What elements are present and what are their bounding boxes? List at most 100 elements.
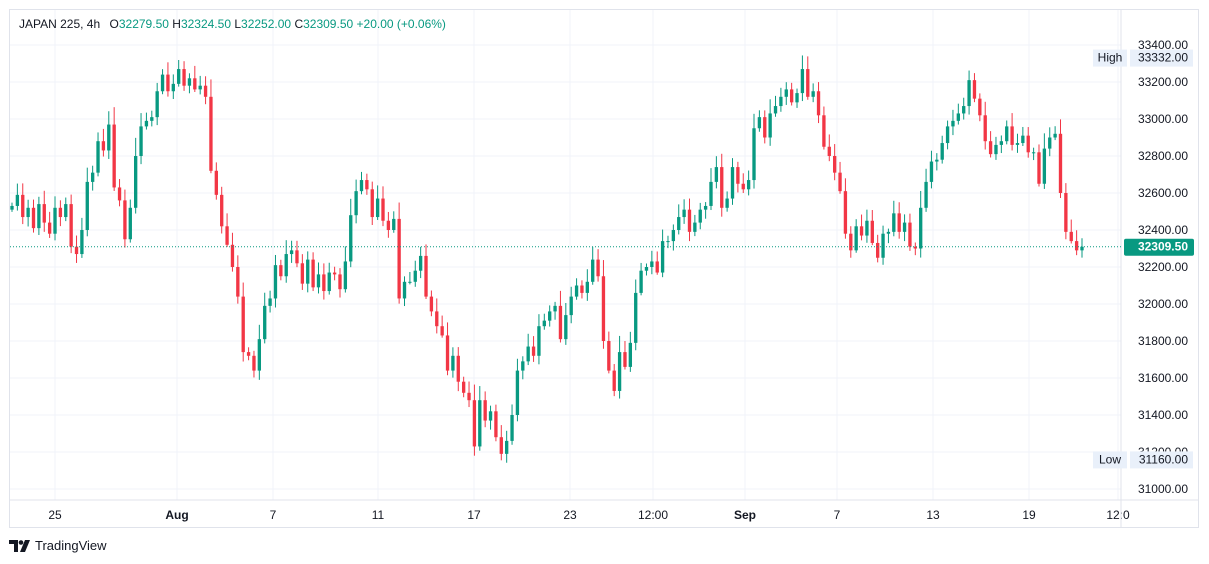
candle-body[interactable] (811, 91, 815, 97)
candle-body[interactable] (1021, 135, 1025, 144)
candle-body[interactable] (763, 117, 767, 138)
candle-body[interactable] (413, 270, 417, 282)
candle-body[interactable] (316, 274, 321, 288)
candle-body[interactable] (972, 80, 977, 99)
candle-body[interactable] (526, 346, 530, 362)
candle-body[interactable] (725, 198, 729, 208)
candle-body[interactable] (1064, 193, 1068, 232)
candle-body[interactable] (574, 285, 579, 297)
candle-body[interactable] (300, 263, 305, 284)
candle-body[interactable] (585, 281, 589, 293)
candle-body[interactable] (402, 281, 407, 299)
candle-body[interactable] (306, 259, 310, 284)
candle-body[interactable] (865, 220, 869, 236)
candle-body[interactable] (838, 172, 842, 192)
tradingview-footer[interactable]: TradingView (9, 538, 107, 553)
candle-body[interactable] (623, 352, 627, 367)
candle-body[interactable] (53, 207, 57, 234)
candle-body[interactable] (370, 189, 374, 218)
candle-body[interactable] (359, 180, 364, 192)
candle-body[interactable] (128, 207, 132, 240)
candle-body[interactable] (58, 207, 63, 218)
candle-body[interactable] (268, 298, 272, 306)
candle-body[interactable] (338, 274, 342, 290)
candle-body[interactable] (795, 93, 799, 103)
candle-body[interactable] (849, 233, 853, 251)
candle-body[interactable] (456, 355, 460, 382)
candle-body[interactable] (1058, 133, 1063, 193)
candle-body[interactable] (1026, 135, 1030, 153)
candle-body[interactable] (187, 78, 192, 86)
candle-body[interactable] (994, 144, 998, 155)
candle-body[interactable] (919, 207, 923, 249)
candle-body[interactable] (666, 241, 670, 243)
candle-body[interactable] (257, 339, 262, 371)
candle-body[interactable] (230, 244, 235, 267)
candle-body[interactable] (1053, 133, 1057, 138)
candle-body[interactable] (859, 226, 864, 236)
candle-body[interactable] (241, 296, 245, 353)
candle-body[interactable] (494, 411, 498, 438)
candle-body[interactable] (709, 181, 713, 206)
candle-body[interactable] (198, 85, 202, 90)
candle-body[interactable] (752, 128, 756, 181)
candle-body[interactable] (332, 272, 337, 275)
candle-body[interactable] (521, 361, 525, 371)
candle-body[interactable] (935, 159, 939, 162)
candle-body[interactable] (150, 117, 154, 121)
candle-body[interactable] (26, 207, 30, 218)
candle-body[interactable] (784, 89, 788, 97)
candle-body[interactable] (988, 141, 993, 155)
candle-body[interactable] (730, 167, 735, 199)
candle-body[interactable] (451, 355, 455, 371)
candle-body[interactable] (924, 181, 928, 208)
candle-body[interactable] (435, 311, 439, 327)
candle-body[interactable] (236, 267, 240, 297)
candle-body[interactable] (279, 265, 283, 277)
candle-body[interactable] (90, 172, 95, 182)
candle-body[interactable] (112, 124, 116, 188)
candle-body[interactable] (736, 167, 740, 184)
candle-body[interactable] (1069, 231, 1073, 242)
candle-body[interactable] (650, 261, 654, 267)
candle-body[interactable] (1015, 143, 1020, 145)
candle-body[interactable] (768, 113, 772, 138)
candle-body[interactable] (951, 120, 955, 127)
candle-body[interactable] (956, 113, 960, 121)
candle-body[interactable] (773, 106, 778, 114)
candle-body[interactable] (746, 180, 751, 190)
candle-body[interactable] (682, 209, 686, 218)
candle-body[interactable] (897, 213, 901, 232)
candle-body[interactable] (929, 161, 934, 182)
candle-body[interactable] (693, 222, 697, 232)
candle-body[interactable] (424, 255, 428, 297)
candle-body[interactable] (698, 209, 702, 223)
candle-body[interactable] (225, 226, 229, 245)
candle-body[interactable] (246, 352, 251, 356)
candle-body[interactable] (440, 326, 444, 336)
candle-body[interactable] (327, 272, 331, 292)
candle-body[interactable] (580, 285, 584, 293)
candle-body[interactable] (31, 207, 36, 229)
candle-body[interactable] (354, 191, 358, 216)
candle-body[interactable] (365, 180, 369, 190)
candle-body[interactable] (461, 381, 466, 393)
candle-body[interactable] (1074, 241, 1079, 251)
candle-body[interactable] (832, 156, 837, 173)
candle-body[interactable] (139, 126, 143, 156)
candle-body[interactable] (822, 115, 826, 147)
candle-body[interactable] (386, 220, 391, 230)
candle-body[interactable] (886, 231, 891, 234)
candle-body[interactable] (1031, 152, 1036, 154)
candle-body[interactable] (284, 254, 288, 277)
candle-body[interactable] (15, 194, 20, 206)
candle-body[interactable] (220, 194, 224, 227)
candle-body[interactable] (1037, 152, 1041, 184)
candle-body[interactable] (881, 233, 885, 258)
candle-body[interactable] (800, 69, 805, 94)
candle-body[interactable] (505, 440, 509, 454)
candle-body[interactable] (510, 415, 514, 441)
candle-body[interactable] (21, 194, 25, 218)
candle-body[interactable] (101, 141, 106, 151)
